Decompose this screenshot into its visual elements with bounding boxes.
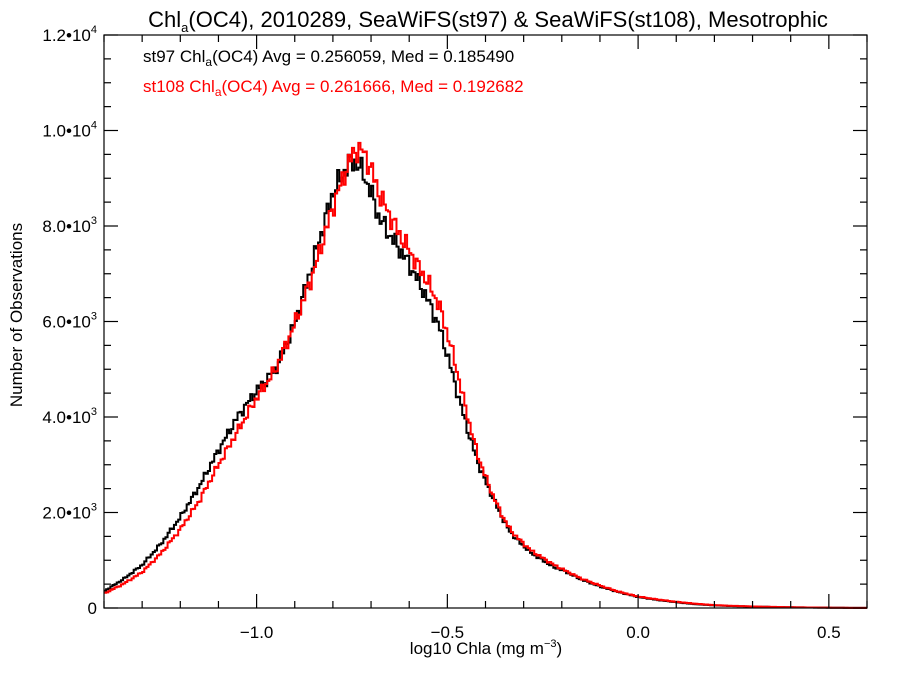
series-layer [104, 141, 867, 609]
y-tick-label: 2.0•103 [42, 502, 97, 523]
series-st97 [104, 153, 867, 609]
y-axis-label: Number of Observations [7, 223, 26, 407]
chart-title: Chla(OC4), 2010289, SeaWiFS(st97) & SeaW… [148, 7, 828, 35]
y-tick-label: 0 [88, 599, 97, 618]
plot-frame [103, 34, 868, 609]
y-tick-label: 6.0•103 [42, 311, 97, 332]
y-tick-label: 4.0•103 [42, 406, 97, 427]
series-st108 [104, 141, 867, 609]
x-axis-label: log10 Chla (mg m−3) [410, 638, 562, 658]
y-tick-label: 1.2•104 [42, 24, 97, 45]
ticks-layer: −1.0 −0.5 0.0 0.5 0 2.0•103 4.0•103 6.0•103 8.0•… [42, 24, 868, 642]
x-tick-label: −1.0 [240, 623, 274, 642]
x-tick-label: 0.5 [817, 623, 841, 642]
x-tick-label: 0.0 [626, 623, 650, 642]
x-tick-label: −0.5 [431, 623, 465, 642]
y-tick-label: 1.0•104 [42, 120, 97, 141]
legend-st97: st97 Chla(OC4) Avg = 0.256059, Med = 0.1… [143, 47, 514, 69]
legend-st108: st108 Chla(OC4) Avg = 0.261666, Med = 0.… [143, 77, 524, 99]
y-tick-label: 8.0•103 [42, 215, 97, 236]
